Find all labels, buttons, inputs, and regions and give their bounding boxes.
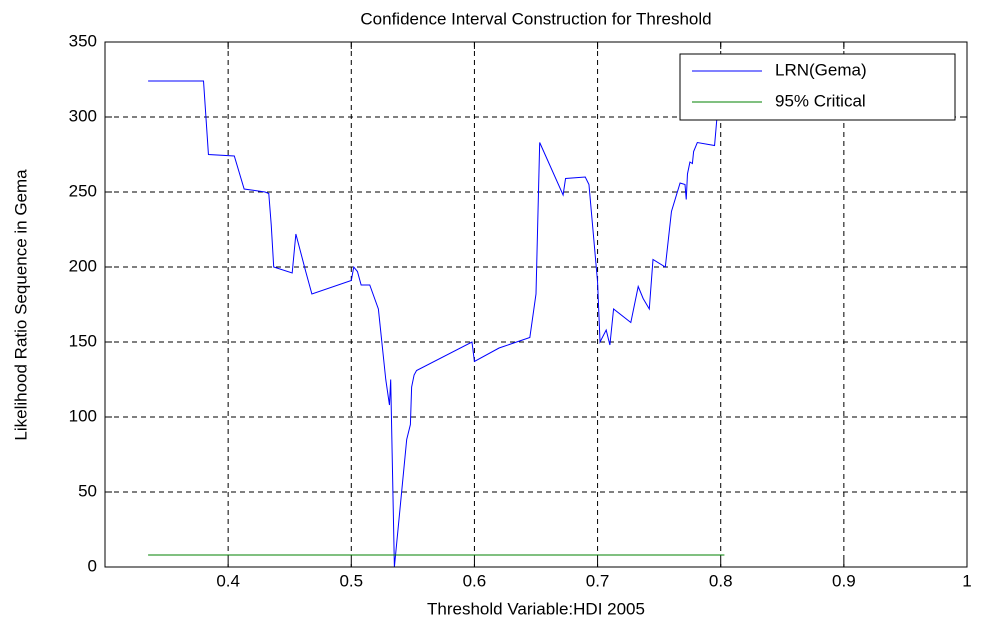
data-line [148, 80, 722, 568]
x-tick-label: 0.6 [463, 571, 487, 590]
axes-box [104, 41, 968, 568]
legend-label: 95% Critical [775, 91, 866, 110]
y-tick-label: 300 [69, 106, 97, 125]
y-tick-label: 100 [69, 406, 97, 425]
y-tick-label: 50 [78, 481, 97, 500]
x-tick-label: 0.9 [832, 571, 856, 590]
y-tick-label: 200 [69, 256, 97, 275]
plot-area [105, 42, 967, 567]
y-tick-label: 350 [69, 31, 97, 50]
y-tick-label: 250 [69, 181, 97, 200]
chart-title: Confidence Interval Construction for Thr… [360, 9, 711, 28]
y-tick-label: 0 [88, 556, 97, 575]
x-tick-label: 0.5 [339, 571, 363, 590]
x-tick-label: 0.8 [709, 571, 733, 590]
x-axis-label: Threshold Variable:HDI 2005 [427, 599, 645, 618]
x-tick-label: 0.7 [586, 571, 610, 590]
y-tick-label: 150 [69, 331, 97, 350]
legend-box [679, 53, 956, 121]
y-axis-label: Likelihood Ratio Sequence in Gema [11, 169, 30, 441]
x-tick-label: 0.4 [216, 571, 240, 590]
x-tick-label: 1 [962, 571, 971, 590]
legend-label: LRN(Gema) [775, 60, 867, 79]
